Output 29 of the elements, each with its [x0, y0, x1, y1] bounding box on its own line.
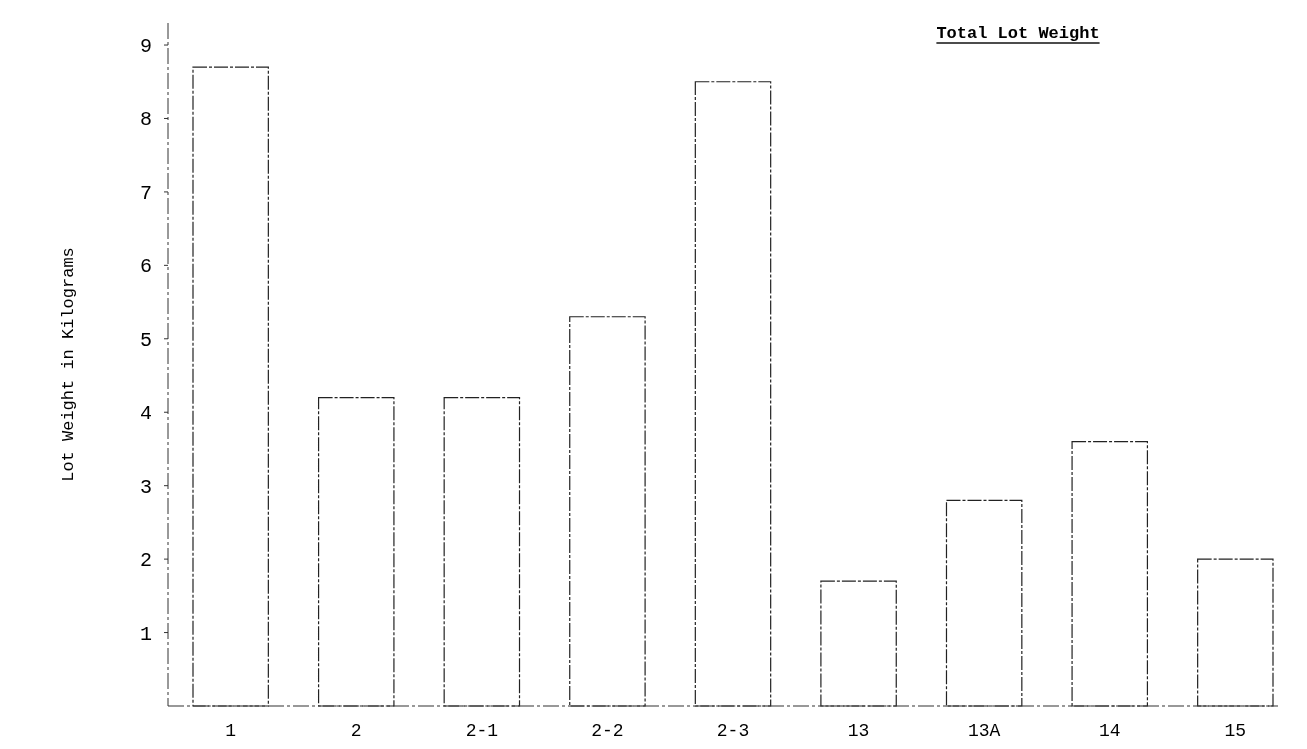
bar: [945, 499, 1023, 707]
bar: [1071, 441, 1149, 707]
x-tick-label: 13: [847, 721, 870, 741]
x-tick-label: 14: [1098, 721, 1121, 741]
y-axis-title: Lot Weight in Kilograms: [59, 247, 78, 482]
x-tick-label: 2-3: [716, 721, 750, 741]
y-tick-label: 1: [139, 622, 153, 646]
y-tick-label: 8: [139, 108, 153, 132]
bar: [569, 316, 646, 707]
y-tick-label: 3: [139, 475, 153, 499]
x-tick-label: 1: [225, 721, 237, 741]
y-tick-label: 6: [139, 255, 153, 279]
bar: [443, 396, 521, 707]
x-tick-label: 15: [1224, 721, 1247, 741]
y-tick-label: 2: [139, 549, 153, 573]
x-tick-label: 13A: [967, 721, 1001, 741]
x-tick-label: 2: [350, 721, 362, 741]
bar: [694, 81, 772, 707]
x-tick-label: 2-2: [591, 721, 624, 741]
y-tick-label: 7: [139, 181, 153, 205]
chart-title: Total Lot Weight: [936, 24, 1100, 43]
bar: [192, 66, 269, 707]
bar: [317, 396, 395, 707]
bar: [1197, 558, 1274, 707]
y-tick-label: 4: [139, 402, 153, 426]
y-tick-label: 9: [139, 35, 153, 59]
bar: [820, 580, 897, 707]
x-tick-label: 2-1: [465, 721, 499, 741]
y-tick-label: 5: [139, 328, 153, 352]
